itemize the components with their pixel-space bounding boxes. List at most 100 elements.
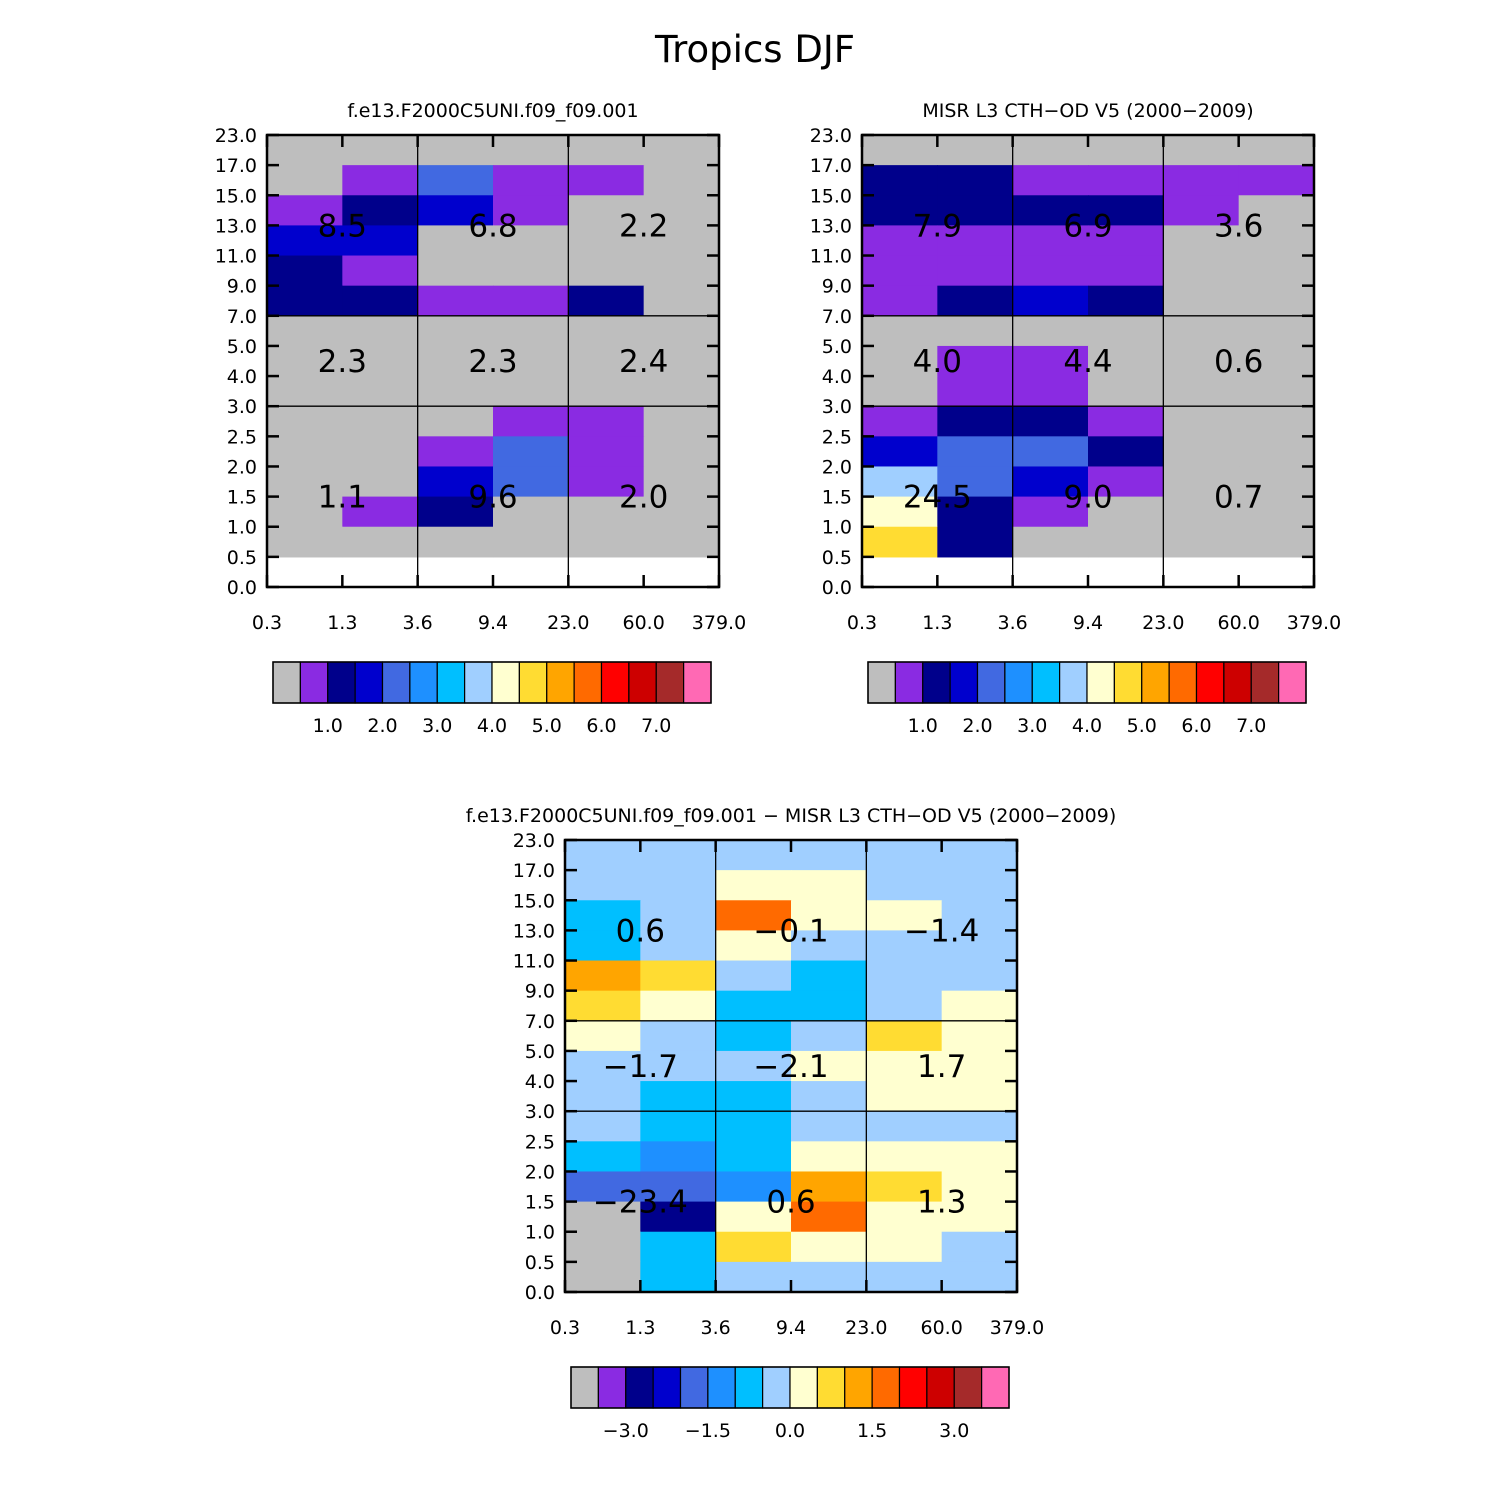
colorbar-swatch [546, 661, 575, 704]
heatmap-cell [937, 406, 1014, 437]
colorbar-swatch [816, 1366, 846, 1409]
heatmap-cell [640, 870, 717, 901]
heatmap-cell [342, 225, 419, 257]
colorbar-swatch [894, 661, 924, 704]
x-tick-label: 60.0 [1218, 612, 1260, 634]
colorbar-difference: −3.0 −1.5 0.0 1.5 3.0 [570, 1366, 1010, 1442]
heatmap-cell [862, 436, 938, 468]
heatmap-cell [493, 436, 569, 468]
heatmap-cell [1012, 195, 1089, 226]
heatmap-cell [941, 840, 1018, 871]
heatmap-cell [565, 930, 641, 962]
heatmap-cell [1238, 526, 1315, 558]
heatmap-cell [1012, 255, 1089, 287]
y-tick-label: 3.0 [525, 1101, 555, 1123]
heatmap-cell [866, 1081, 943, 1112]
heatmap-cell [267, 315, 343, 347]
y-tick-label: 1.0 [525, 1222, 555, 1244]
y-tick-label: 15.0 [215, 185, 257, 207]
heatmap-cell [342, 195, 419, 226]
cell-annotation: 4.4 [1063, 344, 1112, 380]
colorbar-frame [867, 661, 1307, 704]
heatmap-cell [941, 1111, 1018, 1142]
heatmap-cell [267, 135, 343, 166]
y-tick-label: 9.0 [227, 276, 257, 298]
cell-annotation: 3.6 [1214, 208, 1263, 244]
colorbar-swatch [299, 661, 329, 704]
heatmap-cell [937, 526, 1014, 558]
heatmap-cell [941, 1231, 1018, 1263]
colorbar-label: −3.0 [603, 1420, 649, 1442]
colorbar-swatch [327, 661, 356, 704]
y-tick-label: 9.0 [525, 981, 555, 1003]
x-tick-label: 3.6 [701, 1317, 731, 1339]
heatmap-cell [1163, 496, 1240, 528]
heatmap-cell [565, 900, 641, 931]
cell-annotation: 1.7 [917, 1049, 966, 1085]
heatmap-cell [1238, 466, 1315, 498]
heatmap-cell [493, 376, 569, 407]
heatmap-cell [1012, 345, 1089, 377]
cell-annotation: 6.8 [468, 208, 517, 244]
heatmap-cell [1163, 526, 1240, 558]
colorbar-swatch [1141, 661, 1170, 704]
heatmap-cell [941, 870, 1018, 901]
heatmap-cell [937, 496, 1014, 528]
heatmap-cell [417, 376, 494, 407]
colorbar-swatch [381, 661, 411, 704]
cell-annotation: −0.1 [753, 913, 828, 949]
heatmap-cell [941, 1081, 1018, 1112]
heatmap-cell [342, 376, 419, 407]
y-tick-label: 4.0 [525, 1071, 555, 1093]
heatmap-cell [941, 1050, 1018, 1082]
colorbar-label: 1.0 [908, 715, 938, 737]
heatmap-cell [866, 930, 943, 962]
heatmap-cell [937, 195, 1014, 226]
colorbar-swatch [573, 661, 603, 704]
heatmap-cell [568, 436, 645, 468]
heatmap-cell [643, 225, 720, 257]
heatmap-cell [342, 285, 419, 317]
heatmap-cell [791, 900, 867, 931]
heatmap-cell [640, 1231, 717, 1263]
y-tick-label: 0.5 [822, 547, 852, 569]
heatmap-cell [941, 990, 1018, 1022]
heatmap-cell [862, 255, 938, 287]
heatmap-cell [565, 1261, 641, 1293]
heatmap-cell [866, 1141, 943, 1173]
panel-title: f.e13.F2000C5UNI.f09_f09.001 − MISR L3 C… [466, 805, 1116, 827]
y-tick-label: 1.5 [227, 487, 257, 509]
heatmap-cell [267, 436, 343, 468]
y-tick-label: 4.0 [822, 366, 852, 388]
colorbar-label: 5.0 [1127, 715, 1157, 737]
y-tick-label: 11.0 [810, 246, 852, 268]
y-tick-label: 17.0 [513, 860, 555, 882]
colorbar-swatch [981, 1366, 1010, 1409]
heatmap-cell [1088, 225, 1164, 257]
colorbar-swatch [922, 661, 951, 704]
heatmap-cell [493, 285, 569, 317]
y-tick-label: 13.0 [810, 215, 852, 237]
y-tick-label: 2.5 [525, 1131, 555, 1153]
colorbar-swatch [1059, 661, 1088, 704]
y-tick-label: 1.5 [525, 1192, 555, 1214]
heatmap-cell [1088, 165, 1164, 196]
x-tick-label: 0.3 [550, 1317, 580, 1339]
heatmap-cell [342, 255, 419, 287]
heatmap-cell [342, 406, 419, 437]
colorbar-swatch [272, 661, 301, 704]
panel-title: MISR L3 CTH−OD V5 (2000−2009) [922, 100, 1253, 122]
panel-difference: 0.0 0.5 1.0 1.5 2.0 2.5 3.0 4.0 5.0 7.0 9.0 11.0 13.… [466, 805, 1116, 1339]
y-tick-label: 2.0 [525, 1161, 555, 1183]
cell-annotation: 1.1 [318, 480, 367, 516]
y-tick-label: 5.0 [822, 336, 852, 358]
x-tick-label: 3.6 [998, 612, 1028, 634]
heatmap-cell [267, 466, 343, 498]
heatmap-cell [862, 406, 938, 437]
heatmap-cell [791, 840, 867, 871]
heatmap-cell [342, 135, 419, 166]
y-tick-label: 3.0 [227, 396, 257, 418]
heatmap-cell [267, 526, 343, 558]
heatmap-cell [417, 466, 494, 498]
heatmap-cell [640, 1081, 717, 1112]
